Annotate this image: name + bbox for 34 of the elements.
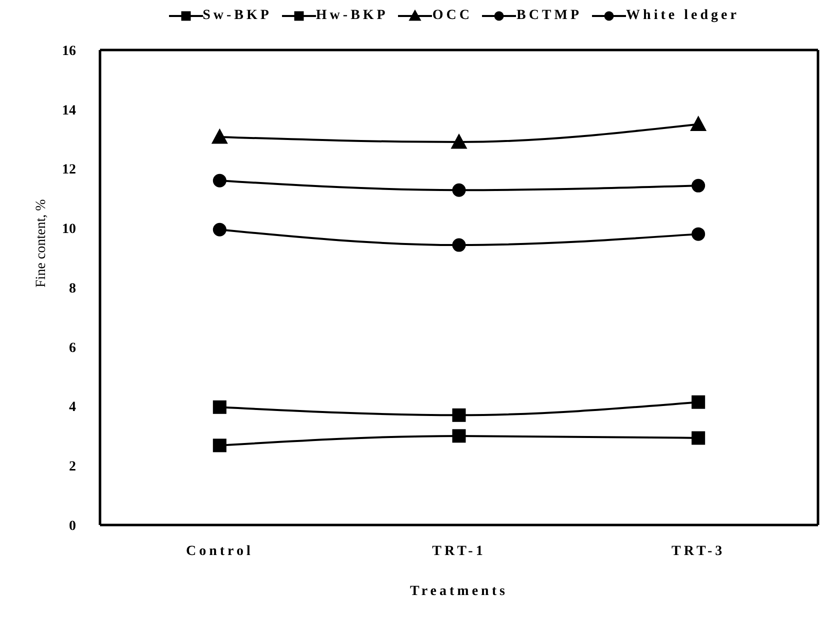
legend-label: White ledger <box>626 8 740 24</box>
legend-label: Sw-BKP <box>202 8 272 24</box>
legend-label: Hw-BKP <box>316 8 388 24</box>
y-tick-label: 0 <box>69 518 76 534</box>
point <box>692 227 706 241</box>
point <box>452 238 466 252</box>
point <box>692 178 706 192</box>
point <box>451 134 467 149</box>
point <box>692 431 706 445</box>
x-tick-label: Control <box>186 544 254 559</box>
y-tick-label: 8 <box>69 281 76 296</box>
point <box>212 438 226 452</box>
y-axis-title: Fine content, % <box>34 198 49 288</box>
y-tick-label: 12 <box>62 162 76 178</box>
legend-label: BCTMP <box>516 8 582 24</box>
point <box>212 129 228 144</box>
point <box>452 408 466 422</box>
y-tick-label: 6 <box>69 340 76 356</box>
point <box>690 116 706 131</box>
y-tick-label: 16 <box>62 44 76 59</box>
point <box>212 400 226 414</box>
point <box>452 183 466 197</box>
y-tick-label: 4 <box>69 400 76 416</box>
y-tick-label: 14 <box>62 103 76 118</box>
legend-label: OCC <box>432 8 472 24</box>
y-tick-label: 2 <box>69 460 76 475</box>
x-tick-label: TRT-1 <box>432 544 486 559</box>
x-tick-label: TRT-3 <box>671 544 726 559</box>
point <box>692 395 706 409</box>
point <box>452 429 466 443</box>
point <box>212 174 226 188</box>
x-axis-title: Treatments <box>410 584 508 599</box>
point <box>212 222 226 236</box>
y-tick-label: 10 <box>62 222 76 238</box>
